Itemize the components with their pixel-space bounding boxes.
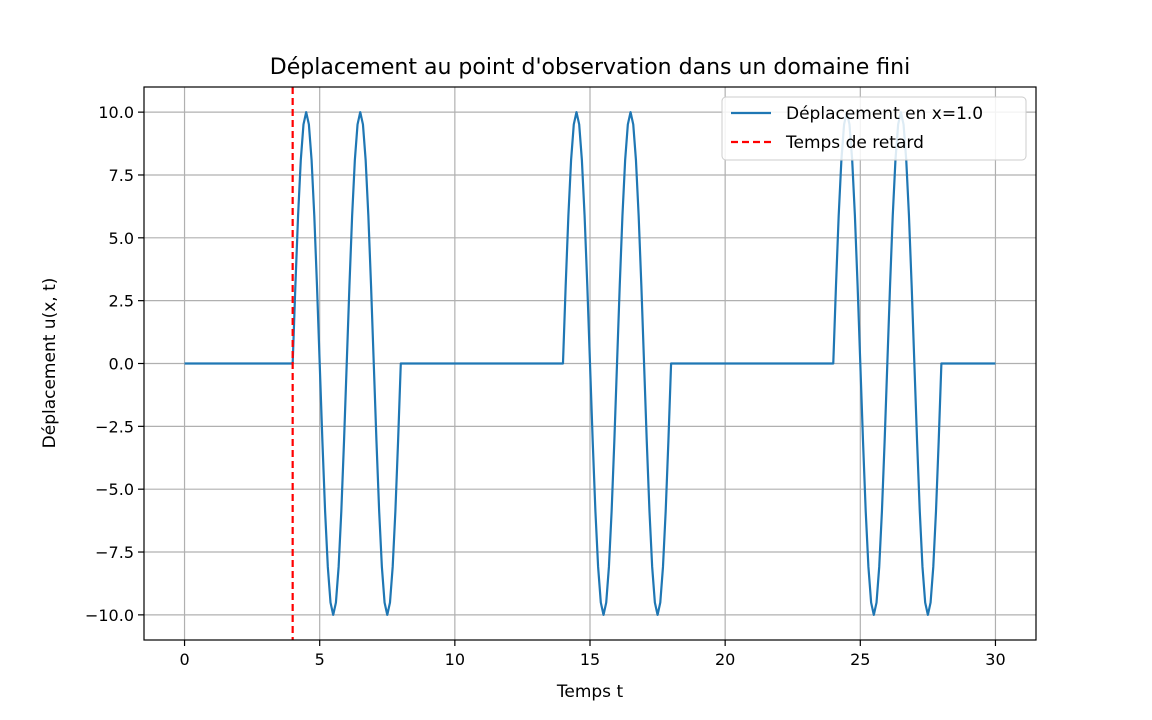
legend-label-delay: Temps de retard [785, 133, 924, 153]
x-tick-label: 30 [985, 650, 1005, 669]
legend-label-displacement: Déplacement en x=1.0 [786, 104, 983, 124]
y-tick-label: −5.0 [95, 480, 134, 499]
chart-title: Déplacement au point d'observation dans … [270, 55, 910, 80]
x-axis-label: Temps t [556, 682, 624, 702]
y-tick-label: −10.0 [85, 606, 134, 625]
tick-layer: 0 5 10 15 20 25 30 10.0 7.5 5.0 2.5 0.0 −2.5 −5.0 −7.5… [85, 103, 1006, 669]
series-layer [184, 87, 996, 640]
x-tick-label: 0 [179, 650, 189, 669]
y-axis-label: Déplacement u(x, t) [40, 278, 60, 449]
y-tick-label: −2.5 [95, 417, 134, 436]
series-line-displacement [184, 111, 996, 616]
x-tick-label: 15 [580, 650, 600, 669]
y-tick-label: 2.5 [109, 292, 134, 311]
y-tick-label: 5.0 [109, 229, 134, 248]
y-tick-label: 7.5 [109, 166, 134, 185]
x-tick-label: 10 [445, 650, 465, 669]
legend-box [721, 96, 1027, 161]
y-tick-label: 10.0 [98, 103, 134, 122]
legend: Déplacement en x=1.0 Temps de retard [721, 96, 1027, 161]
y-tick-label: 0.0 [109, 355, 134, 374]
y-tick-label: −7.5 [95, 543, 134, 562]
x-tick-label: 5 [315, 650, 325, 669]
x-tick-label: 20 [715, 650, 735, 669]
x-tick-label: 25 [850, 650, 870, 669]
